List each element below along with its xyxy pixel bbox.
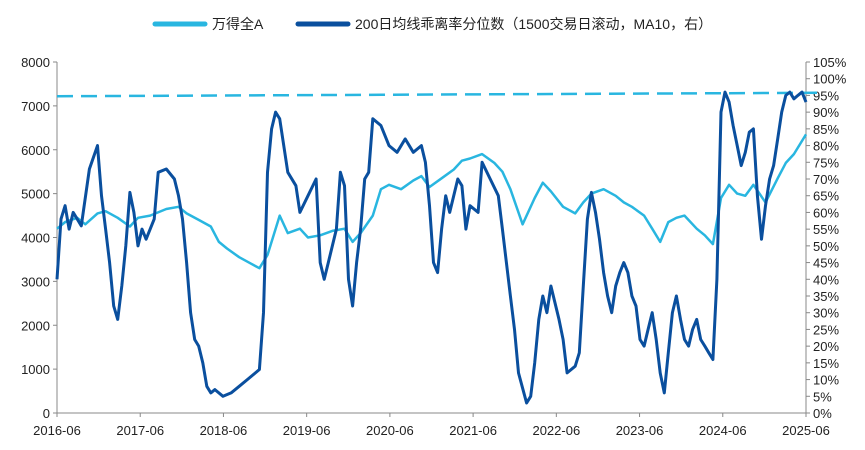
y-left-tick-label: 4000 xyxy=(21,231,50,246)
y-right-tick-label: 20% xyxy=(813,339,839,354)
y-right-tick-label: 90% xyxy=(813,105,839,120)
x-tick-label: 2017-06 xyxy=(116,423,164,438)
x-tick-label: 2022-06 xyxy=(532,423,580,438)
y-right-tick-label: 85% xyxy=(813,122,839,137)
y-right-tick-label: 70% xyxy=(813,172,839,187)
y-right-tick-label: 95% xyxy=(813,88,839,103)
y-right-tick-label: 60% xyxy=(813,205,839,220)
y-right-tick-label: 0% xyxy=(813,406,832,421)
y-right-tick-label: 5% xyxy=(813,389,832,404)
x-tick-label: 2020-06 xyxy=(366,423,414,438)
y-left-ticks: 0 1000 2000 3000 4000 5000 6000 7000 8000 xyxy=(21,55,57,421)
reference-dashed-line xyxy=(56,91,825,98)
y-left-tick-label: 0 xyxy=(43,406,50,421)
y-right-tick-label: 80% xyxy=(813,139,839,154)
y-left-tick-label: 3000 xyxy=(21,274,50,289)
series-line-wind-a xyxy=(56,133,808,270)
y-left-tick-label: 7000 xyxy=(21,99,50,114)
series-line-deviation-percentile xyxy=(55,90,808,405)
y-left-tick-label: 8000 xyxy=(21,55,50,70)
y-right-tick-label: 100% xyxy=(813,72,847,87)
legend-label-deviation-percentile: 200日均线乖离率分位数（1500交易日滚动，MA10，右） xyxy=(355,16,712,32)
x-ticks: 2016-06 2017-06 2018-06 2019-06 2020-06 2021-… xyxy=(33,413,830,438)
y-right-tick-label: 40% xyxy=(813,272,839,287)
x-tick-label: 2021-06 xyxy=(449,423,497,438)
x-tick-label: 2018-06 xyxy=(200,423,248,438)
y-right-tick-label: 10% xyxy=(813,373,839,388)
y-right-ticks: 0% 5%10% 15% 20% 25%30% 35% 40%45% 50% 55% 60%65%… xyxy=(806,55,847,421)
x-tick-label: 2023-06 xyxy=(616,423,664,438)
x-tick-label: 2019-06 xyxy=(283,423,331,438)
y-right-tick-label: 105% xyxy=(813,55,847,70)
y-right-tick-label: 25% xyxy=(813,322,839,337)
legend: 万得全A 200日均线乖离率分位数（1500交易日滚动，MA10，右） xyxy=(152,16,712,32)
x-tick-label: 2024-06 xyxy=(699,423,747,438)
x-tick-label: 2016-06 xyxy=(33,423,81,438)
y-right-tick-label: 50% xyxy=(813,239,839,254)
y-left-tick-label: 1000 xyxy=(21,362,50,377)
y-right-tick-label: 55% xyxy=(813,222,839,237)
y-right-tick-label: 75% xyxy=(813,155,839,170)
x-tick-label: 2025-06 xyxy=(782,423,830,438)
y-right-tick-label: 35% xyxy=(813,289,839,304)
y-left-tick-label: 2000 xyxy=(21,318,50,333)
y-right-tick-label: 30% xyxy=(813,306,839,321)
y-left-tick-label: 5000 xyxy=(21,187,50,202)
y-left-tick-label: 6000 xyxy=(21,143,50,158)
y-right-tick-label: 45% xyxy=(813,256,839,271)
y-right-tick-label: 65% xyxy=(813,189,839,204)
y-right-tick-label: 15% xyxy=(813,356,839,371)
legend-label-wind-a: 万得全A xyxy=(212,16,264,32)
